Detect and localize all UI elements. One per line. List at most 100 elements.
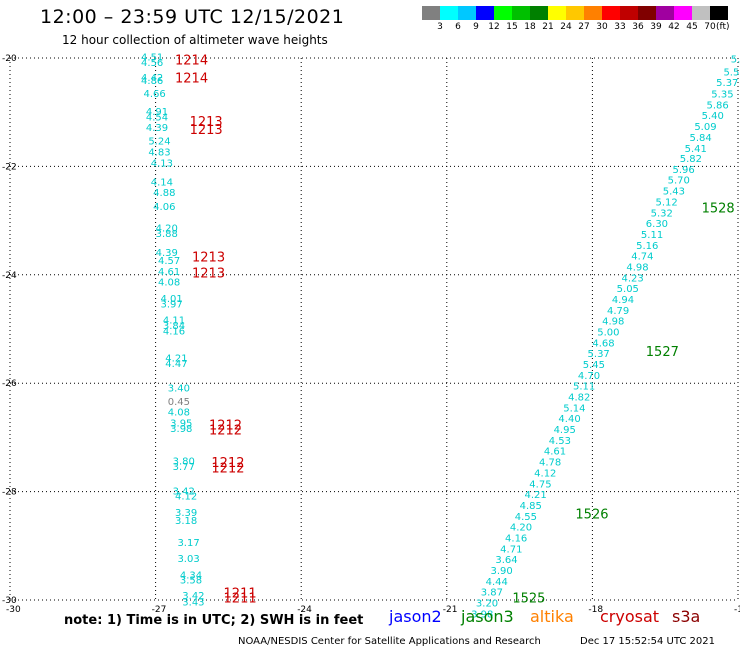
colorbar-swatch xyxy=(548,6,566,20)
swh-value-label: 5.84 xyxy=(689,133,711,144)
pass-number-label: 1213 xyxy=(190,115,223,130)
colorbar-swatch xyxy=(674,6,692,20)
pass-number-label: 1212 xyxy=(211,456,244,471)
swh-value-label: 3.17 xyxy=(177,538,199,549)
swh-value-label: 5.37 xyxy=(716,78,738,89)
swh-value-label: 3.95 xyxy=(170,419,192,430)
swh-value-label: 5.35 xyxy=(711,90,733,101)
swh-value-label: 5.3 xyxy=(731,54,740,65)
x-tick-label: -18 xyxy=(588,605,603,615)
swh-value-label: 4.21 xyxy=(165,354,187,365)
pass-number-label: 1214 xyxy=(175,71,208,86)
colorbar-label: 6 xyxy=(455,22,461,32)
swh-value-label: 5.96 xyxy=(672,165,694,176)
pass-number-label: 1211 xyxy=(224,592,257,607)
swh-value-label: 3.87 xyxy=(481,588,503,599)
swh-value-label: 3.20 xyxy=(476,599,498,610)
colorbar-label: 12 xyxy=(488,22,500,32)
swh-value-label: 4.85 xyxy=(520,501,542,512)
swh-value-label: 4.86 xyxy=(141,76,163,87)
swh-value-label: 4.71 xyxy=(500,544,522,555)
swh-value-label: 5.09 xyxy=(694,122,716,133)
swh-value-label: 4.74 xyxy=(631,252,653,263)
x-tick-label: -24 xyxy=(297,605,312,615)
swh-value-label: 4.79 xyxy=(607,306,629,317)
colorbar-label: 21 xyxy=(542,22,554,32)
swh-value-label: 4.55 xyxy=(515,512,537,523)
swh-value-label: 4.34 xyxy=(180,570,202,581)
colorbar-swatch xyxy=(530,6,548,20)
swh-value-label: 5.05 xyxy=(617,284,639,295)
swh-value-label: 4.40 xyxy=(558,414,580,425)
colorbar-swatch xyxy=(584,6,602,20)
x-tick-label: -30 xyxy=(6,605,21,615)
swh-value-label: 5.43 xyxy=(663,187,685,198)
swh-value-label: 3.98 xyxy=(471,609,493,620)
swh-value-label: 4.12 xyxy=(175,492,197,503)
y-tick-label: -30 xyxy=(2,596,17,606)
swh-value-label: 3.42 xyxy=(182,591,204,602)
x-tick-label: -21 xyxy=(443,605,458,615)
swh-value-label: 3.64 xyxy=(495,555,517,566)
swh-value-label: 4.61 xyxy=(158,267,180,278)
satellite-cryosat: cryosat xyxy=(600,607,660,626)
swh-value-label: 4.23 xyxy=(622,273,644,284)
swh-value-label: 5.32 xyxy=(651,208,673,219)
swh-value-label: 4.54 xyxy=(146,112,168,123)
swh-value-label: 3.40 xyxy=(168,383,190,394)
swh-value-label: 4.98 xyxy=(626,262,648,273)
colorbar-swatch xyxy=(476,6,494,20)
colorbar-swatch xyxy=(638,6,656,20)
swh-value-label: 5.11 xyxy=(641,230,663,241)
swh-value-label: 4.95 xyxy=(554,425,576,436)
colorbar-swatch xyxy=(656,6,674,20)
swh-value-label: 4.42 xyxy=(141,73,163,84)
colorbar: 3 6 9 12 15 18 21 24 27 30 33 36 39 42 45 70 (ft) xyxy=(0,0,740,40)
pass-number-label: 1528 xyxy=(702,201,735,216)
colorbar-label: 24 xyxy=(560,22,572,32)
swh-value-label: 3.98 xyxy=(170,424,192,435)
swh-value-label: 3.97 xyxy=(160,299,182,310)
swh-value-label: 3.88 xyxy=(156,229,178,240)
swh-value-label: 4.51 xyxy=(141,53,163,64)
colorbar-label: 36 xyxy=(632,22,644,32)
swh-value-label: 3.84 xyxy=(163,321,185,332)
x-tick-label: -27 xyxy=(152,605,167,615)
swh-value-label: 4.91 xyxy=(146,107,168,118)
colorbar-label: 18 xyxy=(524,22,536,32)
swh-value-label: 5.37 xyxy=(588,349,610,360)
colorbar-label: 15 xyxy=(506,22,518,32)
note-text: note: 1) Time is in UTC; 2) SWH is in fe… xyxy=(64,613,364,628)
y-tick-label: -26 xyxy=(2,379,17,389)
pass-number-label: 1525 xyxy=(512,592,545,607)
footer-credit: NOAA/NESDIS Center for Satellite Applica… xyxy=(238,636,541,647)
satellite-s3a: s3a xyxy=(672,607,701,626)
x-tick-label: -15 xyxy=(734,605,740,615)
colorbar-label: 42 xyxy=(668,22,680,32)
y-tick-label: -22 xyxy=(2,162,17,172)
colorbar-swatch xyxy=(494,6,512,20)
swh-value-label: 4.20 xyxy=(510,523,532,534)
swh-value-label: 4.61 xyxy=(544,447,566,458)
swh-value-label: 4.16 xyxy=(163,326,185,337)
page-title: 12:00 – 23:59 UTC 12/15/2021 xyxy=(40,6,345,28)
satellite-jason2: jason2 xyxy=(389,607,442,626)
swh-value-label: 3.39 xyxy=(175,508,197,519)
pass-number-label: 1213 xyxy=(192,267,225,282)
swh-value-label: 4.70 xyxy=(578,371,600,382)
swh-value-label: 4.20 xyxy=(156,223,178,234)
swh-value-label: 4.08 xyxy=(168,408,190,419)
swh-value-label: 4.39 xyxy=(156,248,178,259)
swh-value-label: 3.80 xyxy=(173,457,195,468)
swh-value-label: 4.12 xyxy=(534,468,556,479)
swh-value-label: 4.11 xyxy=(163,316,185,327)
swh-value-label: 4.98 xyxy=(602,317,624,328)
swh-value-label: 4.68 xyxy=(592,338,614,349)
swh-value-label: 5.00 xyxy=(597,328,619,339)
swh-value-label: 3.42 xyxy=(173,486,195,497)
colorbar-label: 70 xyxy=(704,22,716,32)
colorbar-label: 3 xyxy=(437,22,443,32)
swh-value-label: 5.11 xyxy=(573,382,595,393)
swh-value-label: 4.57 xyxy=(158,256,180,267)
